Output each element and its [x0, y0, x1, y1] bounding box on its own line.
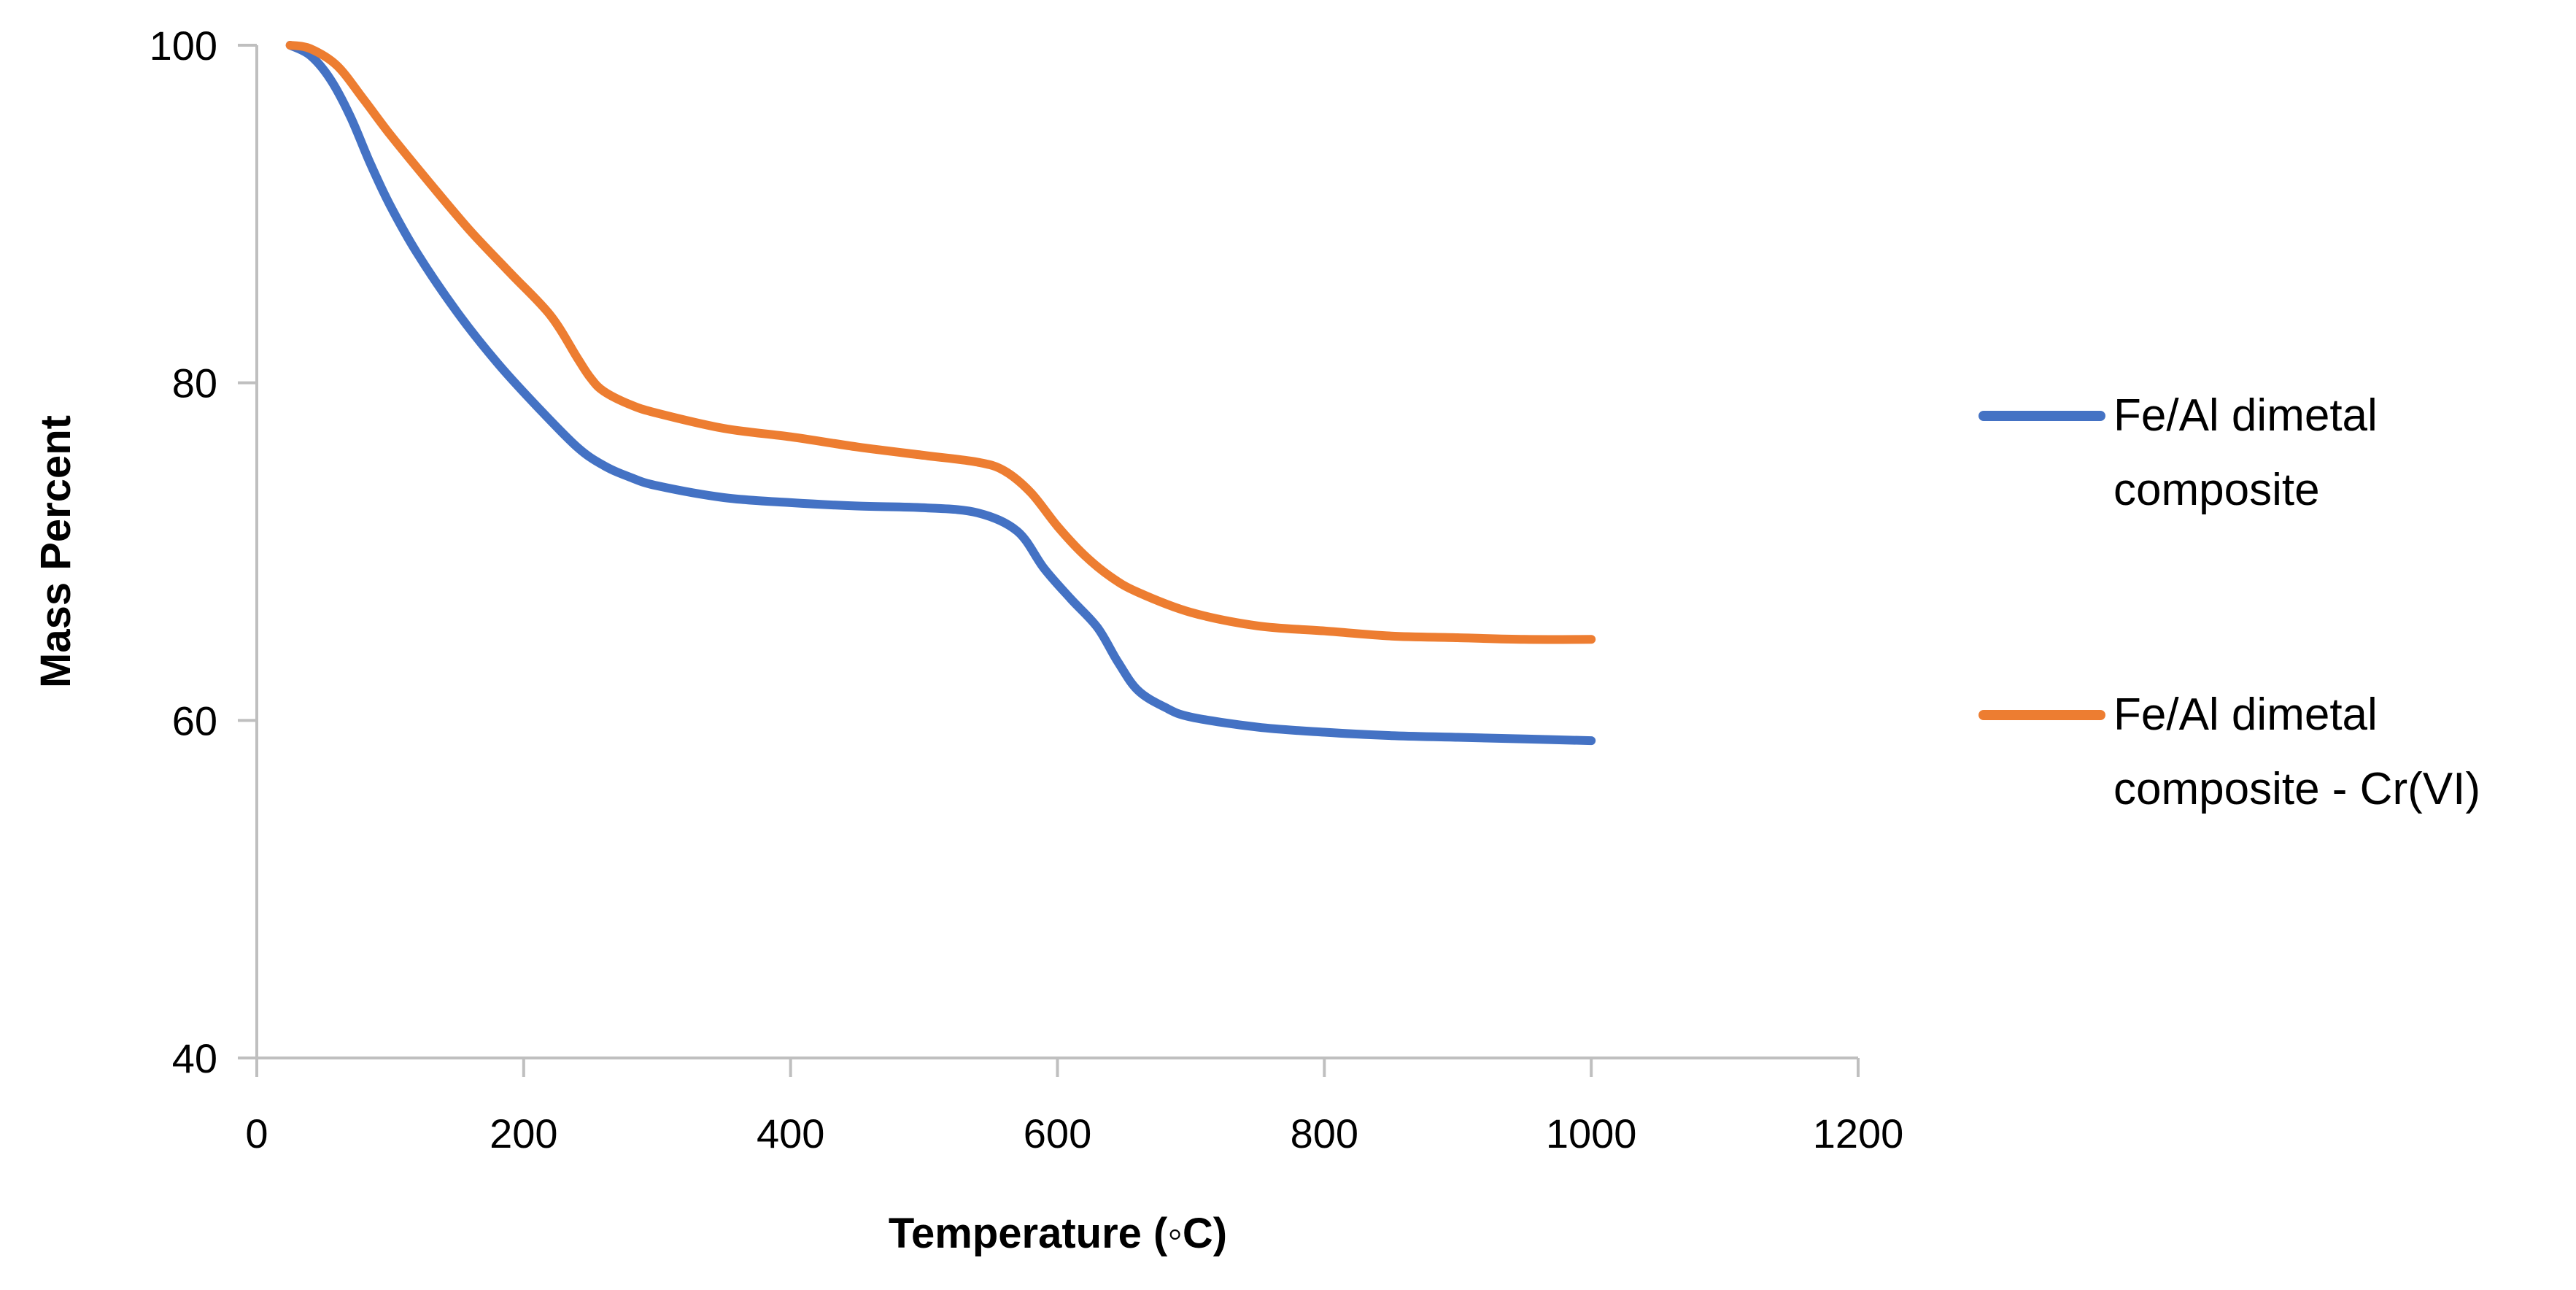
y-tick-label: 60 — [172, 698, 217, 744]
x-tick-label: 400 — [757, 1111, 824, 1156]
y-tick-label: 100 — [150, 23, 217, 69]
x-tick-label: 0 — [245, 1111, 268, 1156]
legend-item-fe-al-crvi: Fe/Al dimetal composite - Cr(VI) — [1979, 690, 2480, 814]
x-tick-label: 1000 — [1546, 1111, 1637, 1156]
x-tick-label: 800 — [1291, 1111, 1358, 1156]
legend-label-fe-al-crvi-line2: composite - Cr(VI) — [2113, 764, 2480, 814]
y-ticks: 40 60 80 100 — [150, 23, 257, 1081]
plot-area: 0 200 400 600 800 1000 1200 40 60 80 100 — [150, 23, 1904, 1156]
y-tick-label: 40 — [172, 1035, 217, 1081]
legend-item-fe-al: Fe/Al dimetal composite — [1979, 390, 2378, 515]
legend-label-fe-al-crvi-line1: Fe/Al dimetal — [2113, 690, 2378, 740]
series-line-fe-al-crvi — [285, 41, 1596, 644]
x-ticks: 0 200 400 600 800 1000 1200 — [245, 1058, 1903, 1156]
x-tick-label: 600 — [1024, 1111, 1091, 1156]
series-lines — [285, 41, 1596, 746]
legend: Fe/Al dimetal composite Fe/Al dimetal co… — [1979, 390, 2480, 814]
legend-label-fe-al-line1: Fe/Al dimetal — [2113, 390, 2378, 441]
y-axis-title: Mass Percent — [32, 415, 80, 688]
x-tick-label: 200 — [490, 1111, 557, 1156]
x-axis-title: Temperature (◦C) — [889, 1210, 1227, 1257]
legend-label-fe-al-line2: composite — [2113, 465, 2320, 515]
series-line-fe-al — [285, 41, 1596, 746]
y-tick-label: 80 — [172, 360, 217, 406]
x-tick-label: 1200 — [1813, 1111, 1904, 1156]
